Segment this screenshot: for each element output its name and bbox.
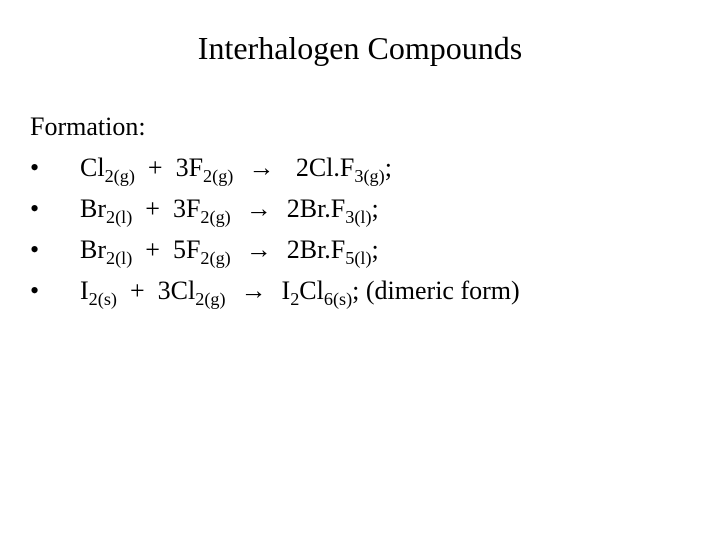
bullet-icon: • bbox=[30, 230, 80, 269]
slide: Interhalogen Compounds Formation: • Cl2(… bbox=[0, 0, 720, 540]
reaction-row: • I2(s) + 3Cl2(g) → I2Cl6(s); (dimeric f… bbox=[30, 271, 690, 310]
reactant-2: 5F2(g) bbox=[173, 235, 231, 264]
bullet-icon: • bbox=[30, 148, 80, 187]
tail: ; bbox=[372, 194, 379, 223]
arrow-icon: → bbox=[239, 271, 269, 310]
reaction-row: • Br2(l) + 3F2(g) → 2Br.F3(l); bbox=[30, 189, 690, 228]
reaction-row: • Cl2(g) + 3F2(g) → 2Cl.F3(g); bbox=[30, 148, 690, 187]
content: Formation: • Cl2(g) + 3F2(g) → 2Cl.F3(g)… bbox=[30, 107, 690, 310]
plus: + bbox=[145, 235, 160, 264]
tail: ; bbox=[385, 153, 392, 182]
product: 2Cl.F3(g) bbox=[289, 153, 384, 182]
reaction-eq: I2(s) + 3Cl2(g) → I2Cl6(s); (dimeric for… bbox=[80, 271, 520, 310]
reactant-2: 3F2(g) bbox=[173, 194, 231, 223]
reaction-row: • Br2(l) + 5F2(g) → 2Br.F5(l); bbox=[30, 230, 690, 269]
plus: + bbox=[148, 153, 163, 182]
reactant-1: Br2(l) bbox=[80, 194, 132, 223]
reactant-2: 3F2(g) bbox=[176, 153, 234, 182]
reaction-eq: Cl2(g) + 3F2(g) → 2Cl.F3(g); bbox=[80, 148, 392, 187]
arrow-icon: → bbox=[244, 230, 274, 269]
product: I2Cl6(s) bbox=[282, 276, 353, 305]
bullet-icon: • bbox=[30, 189, 80, 228]
plus: + bbox=[130, 276, 145, 305]
arrow-icon: → bbox=[244, 189, 274, 228]
arrow-icon: → bbox=[246, 148, 276, 187]
reaction-eq: Br2(l) + 5F2(g) → 2Br.F5(l); bbox=[80, 230, 379, 269]
reactant-1: Br2(l) bbox=[80, 235, 132, 264]
tail: ; bbox=[372, 235, 379, 264]
tail: ; (dimeric form) bbox=[352, 276, 520, 305]
slide-title: Interhalogen Compounds bbox=[30, 30, 690, 67]
reactant-1: I2(s) bbox=[80, 276, 117, 305]
plus: + bbox=[145, 194, 160, 223]
reaction-eq: Br2(l) + 3F2(g) → 2Br.F3(l); bbox=[80, 189, 379, 228]
bullet-icon: • bbox=[30, 271, 80, 310]
section-heading: Formation: bbox=[30, 107, 690, 146]
product: 2Br.F3(l) bbox=[287, 194, 372, 223]
product: 2Br.F5(l) bbox=[287, 235, 372, 264]
reactant-2: 3Cl2(g) bbox=[158, 276, 226, 305]
reactant-1: Cl2(g) bbox=[80, 153, 135, 182]
